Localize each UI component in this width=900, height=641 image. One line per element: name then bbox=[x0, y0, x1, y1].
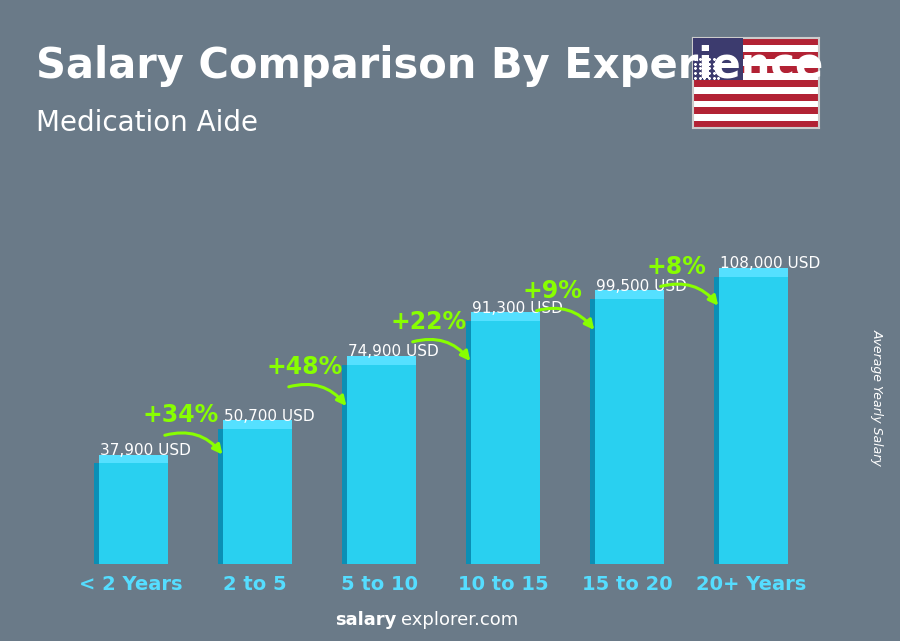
Bar bbox=[693, 46, 819, 53]
Bar bbox=[693, 53, 819, 59]
Bar bbox=[693, 38, 743, 80]
Bar bbox=[693, 108, 819, 114]
Text: 91,300 USD: 91,300 USD bbox=[472, 301, 562, 316]
Text: +22%: +22% bbox=[391, 310, 467, 334]
Bar bbox=[714, 276, 788, 564]
Bar bbox=[94, 463, 168, 564]
Text: Salary Comparison By Experience: Salary Comparison By Experience bbox=[36, 45, 824, 87]
Bar bbox=[693, 87, 819, 94]
Bar bbox=[693, 101, 819, 108]
Polygon shape bbox=[223, 420, 292, 429]
Text: Medication Aide: Medication Aide bbox=[36, 109, 258, 137]
Text: 74,900 USD: 74,900 USD bbox=[348, 344, 439, 360]
Bar bbox=[218, 429, 292, 564]
Text: 50,700 USD: 50,700 USD bbox=[224, 409, 315, 424]
Bar bbox=[693, 94, 819, 101]
Bar bbox=[342, 365, 416, 564]
Bar bbox=[466, 321, 540, 564]
Text: Average Yearly Salary: Average Yearly Salary bbox=[871, 329, 884, 466]
Bar bbox=[590, 299, 595, 564]
Bar bbox=[693, 59, 819, 66]
Text: 99,500 USD: 99,500 USD bbox=[596, 279, 687, 294]
Bar bbox=[342, 365, 347, 564]
Text: salary: salary bbox=[335, 611, 396, 629]
Bar bbox=[466, 321, 471, 564]
Bar bbox=[714, 276, 719, 564]
Bar bbox=[693, 66, 819, 73]
Bar bbox=[693, 121, 819, 128]
Bar bbox=[693, 38, 819, 46]
Bar bbox=[218, 429, 223, 564]
Polygon shape bbox=[471, 312, 540, 321]
Text: +9%: +9% bbox=[523, 279, 582, 303]
Text: +8%: +8% bbox=[646, 254, 706, 278]
Bar bbox=[94, 463, 99, 564]
Text: +34%: +34% bbox=[142, 403, 219, 428]
Polygon shape bbox=[595, 290, 664, 299]
Bar bbox=[693, 114, 819, 121]
Text: explorer.com: explorer.com bbox=[400, 611, 518, 629]
Text: 108,000 USD: 108,000 USD bbox=[720, 256, 820, 271]
Polygon shape bbox=[99, 454, 168, 463]
Bar bbox=[693, 73, 819, 80]
Polygon shape bbox=[347, 356, 416, 365]
Bar bbox=[590, 299, 664, 564]
Bar bbox=[693, 80, 819, 87]
Text: +48%: +48% bbox=[266, 355, 343, 379]
Text: 37,900 USD: 37,900 USD bbox=[100, 443, 191, 458]
Polygon shape bbox=[719, 268, 788, 276]
